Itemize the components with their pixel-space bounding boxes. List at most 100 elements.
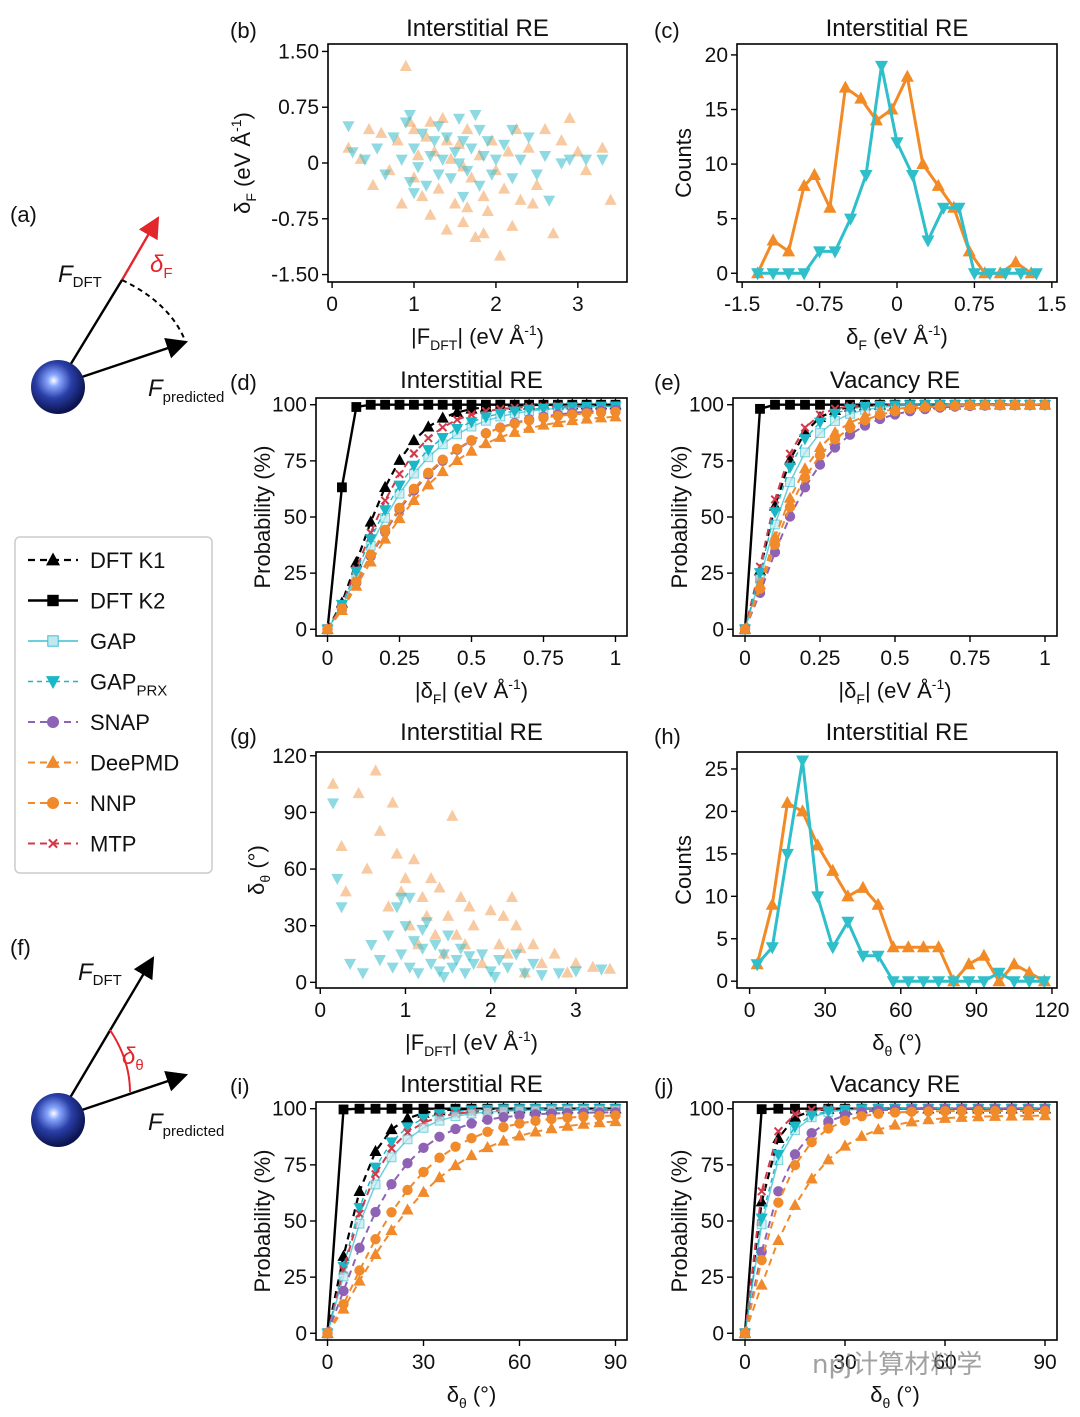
plot-area [321,1102,622,1340]
data-point [921,235,935,248]
y-tick-label: 50 [701,506,724,529]
scatter-point [361,862,374,874]
data-point [395,469,404,479]
legend-label: NNP [90,791,136,816]
y-tick-label: 100 [689,1098,724,1121]
data-point [800,423,810,433]
y-tick-label: -1.50 [271,264,319,287]
data-point [369,1247,382,1260]
chart-title: Interstitial RE [400,367,543,394]
scatter-point [555,134,568,146]
data-point [385,1224,398,1236]
y-tick-label: 25 [701,562,724,585]
series-GAP_PRX [751,60,1043,281]
data-point [545,1122,558,1134]
scatter-point [433,881,446,893]
scatter-point [424,958,438,971]
data-point [815,428,825,438]
series-line [744,1110,1045,1334]
data-point [451,453,464,465]
scatter-point [493,938,506,950]
f-dft-label: FDFT [78,959,122,989]
legend-label: DFT K1 [90,548,165,573]
delta-theta-label: δθ [122,1043,144,1074]
scatter-point [437,972,450,984]
x-tick-label: 0.5 [880,647,909,670]
data-point [768,507,782,519]
data-point [828,408,842,420]
y-axis-label: Probability (%) [250,1149,275,1292]
data-point [813,246,827,259]
data-point [790,1109,800,1119]
data-point [386,1152,397,1163]
delta-f-label: δF [150,251,173,282]
data-point [841,916,855,929]
data-point [386,1207,397,1218]
x-tick-label: 1 [610,647,622,670]
data-point [822,1153,835,1165]
data-point [465,417,478,429]
scatter-point [510,919,523,931]
x-tick-label: 90 [604,1351,627,1374]
data-point [451,423,464,436]
series-line [326,1108,616,1334]
data-point [806,1136,817,1148]
scatter-point [488,972,501,984]
y-tick-label: 100 [689,394,724,417]
x-tick-label: 60 [508,1351,531,1374]
data-point [364,534,377,546]
scatter-point [450,928,463,940]
legend-marker [47,594,59,607]
scatter-point [433,966,446,978]
data-point [856,950,870,963]
data-point [766,233,780,246]
data-point [450,1141,461,1152]
y-tick-label: 0 [712,618,724,641]
data-point [807,167,821,181]
data-point [418,1142,429,1153]
data-point [465,444,478,456]
scatter-point [476,949,489,961]
series-DeePMD [751,69,1038,279]
plot-area [321,398,622,636]
scatter-point [440,223,453,235]
scatter-point [440,132,453,144]
y-tick-label: 20 [705,800,728,823]
scatter-point [373,824,386,836]
data-point [338,1271,349,1282]
data-point [385,1137,398,1149]
data-point [795,755,810,768]
data-point [513,1129,526,1141]
data-point [418,1166,429,1178]
series-line [326,405,616,630]
scatter-point [395,949,408,961]
series-NNP [322,1110,621,1339]
y-tick-label: 0 [716,262,728,285]
x-tick-label: 0 [739,1351,751,1374]
data-point [988,1109,1002,1121]
x-tick-label: 0 [739,647,751,670]
data-point [433,1171,446,1183]
data-point [401,1111,414,1124]
scatter-point [527,938,540,950]
data-point [903,400,917,412]
data-point [1007,957,1021,970]
data-point [967,268,981,281]
panel-label: (d) [230,370,257,395]
data-point [401,1203,414,1215]
data-point [838,80,852,93]
data-point [813,417,827,429]
legend-marker [47,635,59,647]
scatter-point [407,188,421,200]
series-line [744,1114,1046,1334]
series-DeePMD [342,59,617,261]
x-axis-label: δθ (°) [447,1382,497,1411]
data-point [756,1254,767,1266]
scatter-point [498,139,511,151]
scatter-point [561,966,574,978]
data-point [932,976,946,988]
scatter-point [373,955,386,967]
scatter-point [326,777,340,789]
data-point [785,477,795,487]
data-point [394,399,405,410]
